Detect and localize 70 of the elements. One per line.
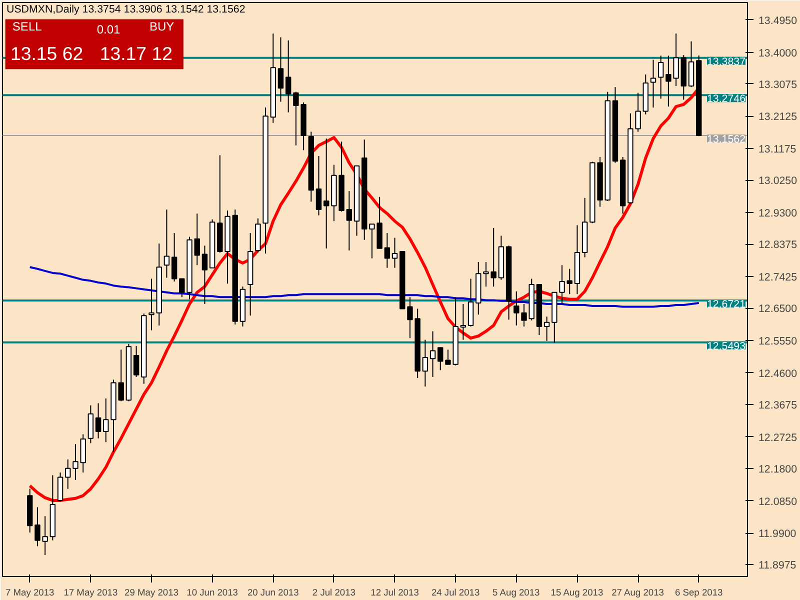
candlestick [650, 59, 656, 108]
x-tick-label: 29 May 2013 [124, 588, 178, 598]
candlestick [544, 316, 550, 342]
candlestick [103, 398, 109, 443]
x-tick-label: 6 Sep 2013 [674, 588, 723, 598]
x-tick-label: 20 Jun 2013 [247, 588, 299, 598]
x-tick-label: 15 Aug 2013 [550, 588, 604, 598]
candlestick [438, 347, 444, 371]
candlestick [658, 55, 664, 100]
candlestick [133, 345, 140, 378]
candlestick [316, 155, 322, 216]
ref-line-label: 13.1562 [706, 133, 746, 146]
y-tick-label: 12.1800 [758, 463, 798, 476]
y-tick-label: 13.0250 [758, 175, 798, 188]
x-tick-label: 2 Jul 2013 [312, 588, 356, 598]
candlestick [148, 278, 154, 331]
candlestick [422, 339, 428, 388]
y-tick-label: 12.6500 [758, 303, 798, 316]
x-tick-label: 27 Aug 2013 [612, 588, 664, 598]
y-tick-label: 12.7425 [758, 272, 798, 284]
ref-line-label: 12.5493 [706, 340, 746, 352]
candlestick [171, 232, 178, 282]
x-tick-label: 17 May 2013 [64, 588, 118, 598]
candlestick [384, 232, 390, 268]
annotation: 13.17 12 [100, 43, 172, 64]
x-tick-label: 12 Jul 2013 [370, 588, 419, 598]
y-tick-label: 12.5550 [758, 335, 798, 348]
y-tick-label: 13.3075 [758, 78, 798, 91]
candlestick [202, 245, 208, 304]
candlestick [566, 268, 572, 295]
chart-title: USDMXN,Daily 13.3754 13.3906 13.1542 13.1562 [6, 4, 246, 16]
candlestick [323, 138, 330, 249]
line-series [28, 266, 700, 308]
y-tick-label: 13.4950 [758, 14, 798, 27]
candlestick [430, 330, 436, 378]
ref-line-label: 12.6721 [706, 298, 746, 311]
annotation: SELL [12, 19, 42, 34]
candlestick [278, 36, 284, 102]
ref-line-label: 13.3837 [706, 56, 746, 68]
candlestick [468, 278, 474, 328]
y-tick-label: 12.0850 [758, 496, 798, 508]
candlestick [57, 472, 64, 502]
candlestick [346, 190, 352, 251]
x-tick-label: 7 May 2013 [5, 588, 54, 598]
ref-line-label: 13.2746 [706, 93, 746, 106]
y-tick-label: 11.8975 [758, 560, 796, 572]
x-tick-label: 5 Aug 2013 [492, 588, 540, 598]
y-tick-label: 12.9300 [758, 208, 798, 220]
y-tick-label: 11.9900 [758, 528, 796, 540]
candlestick [164, 209, 170, 278]
annotation: BUY [150, 19, 174, 34]
x-tick-label: 10 Jun 2013 [186, 588, 238, 598]
annotation: 13.15 62 [10, 43, 84, 64]
candlestick [194, 213, 200, 266]
candlestick [65, 459, 71, 490]
candlestick [285, 40, 292, 113]
y-tick-label: 12.3675 [758, 399, 798, 412]
candlestick [559, 264, 565, 304]
annotation: 0.01 [96, 22, 121, 36]
candlestick [95, 402, 102, 439]
y-tick-label: 13.2125 [758, 111, 798, 124]
candlestick [392, 237, 398, 268]
y-tick-label: 13.1175 [758, 144, 796, 156]
y-tick-label: 12.4600 [758, 368, 798, 380]
y-tick-label: 12.8375 [758, 239, 798, 252]
x-tick-label: 24 Jul 2013 [431, 588, 480, 598]
y-tick-label: 13.4000 [758, 47, 798, 60]
y-tick-label: 12.2725 [758, 432, 798, 444]
candlestick [514, 290, 520, 326]
candlestick [460, 303, 466, 340]
